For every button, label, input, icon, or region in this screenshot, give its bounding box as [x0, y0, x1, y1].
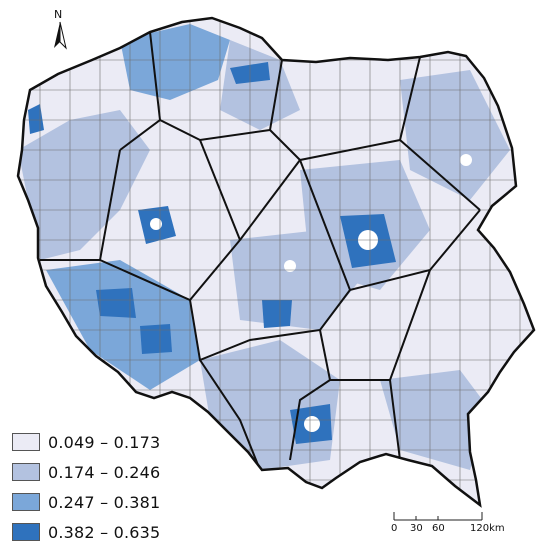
city-core-lodz	[284, 260, 296, 272]
district-dark-katowice	[262, 300, 292, 328]
city-core-bialystok	[460, 154, 472, 166]
legend: 0.049 – 0.173 0.174 – 0.246 0.247 – 0.38…	[12, 432, 160, 542]
legend-label: 0.247 – 0.381	[48, 492, 161, 512]
district-dark-wroclaw	[96, 288, 136, 318]
city-core-poznan	[150, 218, 162, 230]
legend-item: 0.382 – 0.635	[12, 522, 160, 542]
scale-bar-graphic	[393, 512, 483, 521]
legend-item: 0.049 – 0.173	[12, 432, 160, 452]
legend-swatch-4	[12, 523, 40, 541]
north-arrow: N	[50, 8, 70, 56]
legend-label: 0.049 – 0.173	[48, 432, 161, 452]
scale-label-60: 60	[432, 523, 445, 534]
legend-swatch-3	[12, 493, 40, 511]
legend-swatch-2	[12, 463, 40, 481]
legend-item: 0.247 – 0.381	[12, 492, 160, 512]
country-outline	[16, 16, 536, 508]
district-area-east	[400, 70, 510, 200]
legend-item: 0.174 – 0.246	[12, 462, 160, 482]
scale-label-0: 0	[391, 523, 398, 534]
scale-bar: 0 30 60 120km	[384, 509, 505, 539]
city-core-krakow	[304, 416, 320, 432]
district-area-north	[120, 24, 230, 100]
district-dark-opole	[140, 324, 172, 354]
scale-label-30: 30	[410, 523, 423, 534]
legend-label: 0.382 – 0.635	[48, 522, 161, 542]
district-area-southwest	[46, 260, 200, 390]
north-arrow-icon	[54, 21, 67, 50]
province-boundaries	[40, 31, 481, 471]
district-area-west	[18, 110, 150, 260]
legend-label: 0.174 – 0.246	[48, 462, 161, 482]
legend-swatch-1	[12, 433, 40, 451]
north-letter: N	[54, 8, 63, 21]
scale-label-120km: 120km	[470, 523, 505, 534]
